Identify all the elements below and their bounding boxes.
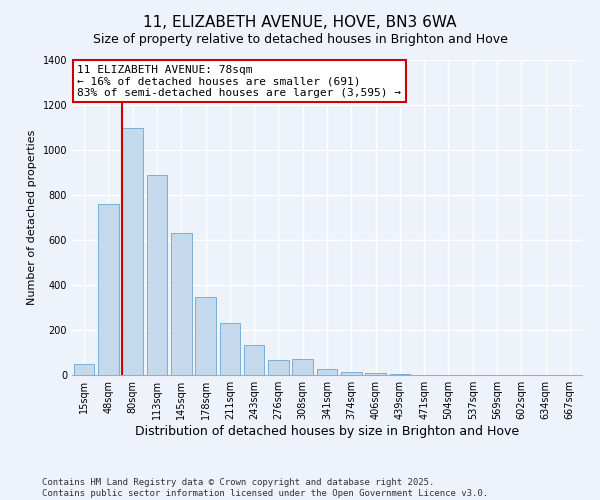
Bar [365,373,386,375]
Bar [122,128,143,375]
Text: 11, ELIZABETH AVENUE, HOVE, BN3 6WA: 11, ELIZABETH AVENUE, HOVE, BN3 6WA [143,15,457,30]
Bar [268,360,289,375]
Bar [98,204,119,375]
Text: Contains HM Land Registry data © Crown copyright and database right 2025.
Contai: Contains HM Land Registry data © Crown c… [42,478,488,498]
Bar [146,175,167,375]
Bar [171,233,191,375]
Bar [74,364,94,375]
Bar [292,359,313,375]
Bar [220,323,240,375]
Bar [341,372,362,375]
Text: Size of property relative to detached houses in Brighton and Hove: Size of property relative to detached ho… [92,32,508,46]
Bar [244,346,265,375]
Bar [317,368,337,375]
X-axis label: Distribution of detached houses by size in Brighton and Hove: Distribution of detached houses by size … [135,425,519,438]
Text: 11 ELIZABETH AVENUE: 78sqm
← 16% of detached houses are smaller (691)
83% of sem: 11 ELIZABETH AVENUE: 78sqm ← 16% of deta… [77,64,401,98]
Bar [195,298,216,375]
Y-axis label: Number of detached properties: Number of detached properties [27,130,37,305]
Bar [389,374,410,375]
